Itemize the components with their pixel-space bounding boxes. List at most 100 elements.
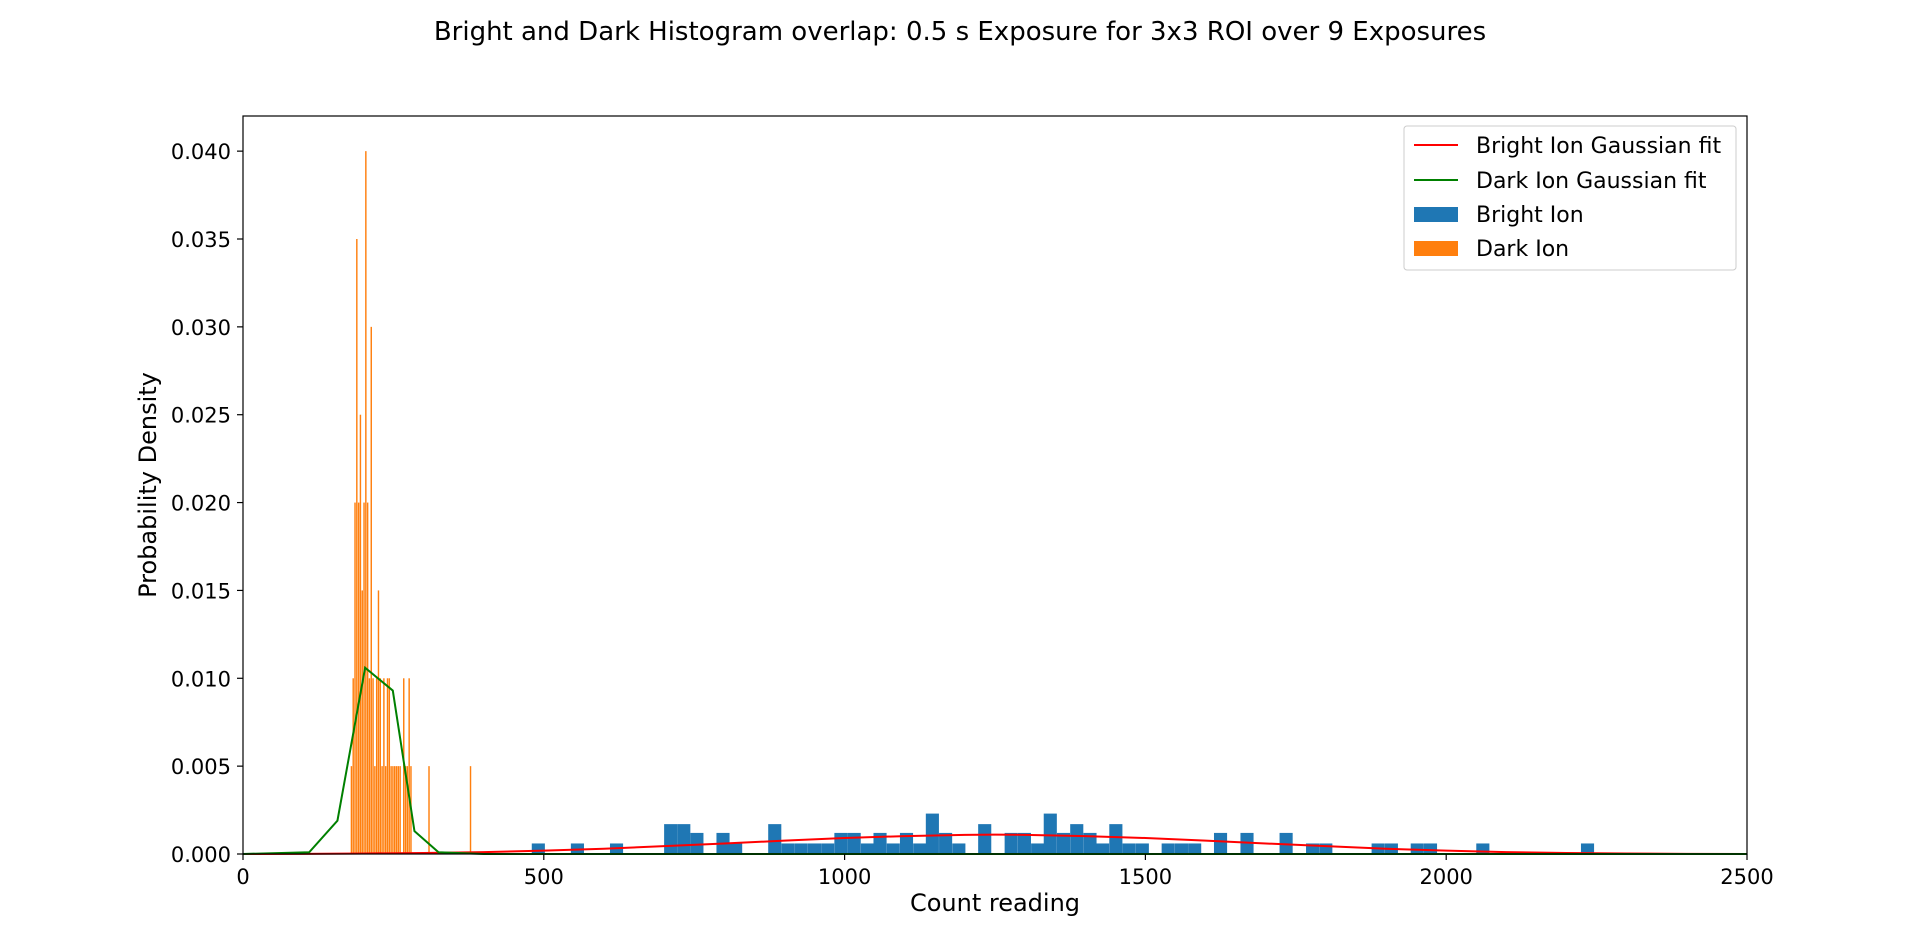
dark-ion-bar-27 [399,766,401,854]
dark-ion-histogram [350,151,472,854]
y-tick-label: 0.005 [171,755,231,779]
bright-ion-bar-48 [1580,843,1595,854]
bright-ion-bar-24 [1004,832,1018,854]
legend: Bright Ion Gaussian fit Dark Ion Gaussia… [1403,125,1737,271]
bright-ion-bar-20 [925,813,939,854]
bright-ion-bar-16 [873,832,887,854]
bright-ion-bar-33 [1122,843,1136,854]
dark-ion-bar-24 [394,766,396,854]
bright-ion-bar-7 [729,843,743,854]
bright-ion-bar-4 [677,824,691,854]
dark-ion-bar-8 [365,151,367,854]
bright-ion-bar-21 [939,832,953,854]
dark-ion-bar-18 [383,678,385,854]
dark-ion-bar-13 [374,766,376,854]
y-tick-label: 0.040 [171,140,231,164]
y-tick-label: 0.000 [171,843,231,867]
x-axis: 0 500 1000 1500 2000 2500 [236,854,1774,889]
bright-ion-bar-37 [1188,843,1202,854]
dark-ion-bar-14 [375,678,378,854]
dark-ion-bar-31 [408,678,410,854]
dark-ion-bar-29 [404,766,407,854]
bright-ion-bar-14 [847,832,861,854]
legend-box [1403,125,1737,271]
bright-ion-bar-26 [1031,843,1045,854]
bright-ion-bar-38 [1213,832,1228,854]
bright-ion-bar-31 [1096,843,1110,854]
dark-ion-bar-34 [469,766,472,854]
bright-ion-bar-45 [1410,843,1424,854]
bright-ion-bar-41 [1306,843,1320,854]
bright-ion-bar-15 [860,843,874,854]
y-tick-label: 0.020 [171,492,231,516]
legend-label-dark-fit: Dark Ion Gaussian fit [1476,169,1707,194]
bright-ion-bar-32 [1109,824,1123,854]
dark-ion-bar-23 [392,766,394,854]
dark-ion-bar-12 [372,678,374,854]
x-tick-label: 2000 [1419,865,1472,889]
bright-ion-bar-5 [690,832,704,854]
x-tick-label: 0 [236,865,249,889]
bright-ion-bar-46 [1423,843,1438,854]
bright-ion-bar-47 [1476,843,1490,854]
bright-ion-bar-12 [821,843,835,854]
y-tick-label: 0.025 [171,404,231,428]
y-axis: 0.000 0.005 0.010 0.015 0.020 0.025 0.030 0.035… [171,140,243,867]
y-axis-label: Probability Density [134,372,162,598]
dark-ion-bar-9 [366,502,369,854]
plot-frame [242,115,1748,855]
legend-swatch-dark-ion [1414,241,1458,256]
bright-ion-bar-17 [886,843,900,854]
x-axis-label: Count reading [910,889,1080,917]
dark-ion-bar-15 [377,590,380,854]
dark-ion-bar-2 [354,502,356,854]
dark-ion-bar-16 [379,678,381,854]
bright-ion-bar-0 [531,843,545,854]
bright-ion-bar-42 [1319,843,1333,854]
bright-ion-bar-22 [952,843,966,854]
dark-ion-bar-25 [395,766,398,854]
bright-ion-bar-18 [899,832,914,854]
legend-label-bright-ion: Bright Ion [1476,203,1584,228]
bright-ion-bar-35 [1161,843,1175,854]
dark-ion-bar-10 [368,678,371,854]
legend-label-bright-fit: Bright Ion Gaussian fit [1476,134,1721,159]
dark-ion-bar-17 [381,766,383,854]
bright-ion-bar-30 [1083,832,1097,854]
y-tick-label: 0.030 [171,316,231,340]
chart-title: Bright and Dark Histogram overlap: 0.5 s… [434,17,1486,47]
x-tick-label: 1000 [818,865,871,889]
legend-label-dark-ion: Dark Ion [1476,237,1569,262]
bright-ion-bar-10 [794,843,808,854]
dark-ion-bar-5 [359,414,362,854]
dark-ion-bar-20 [386,678,389,854]
bright-ion-bar-8 [768,824,782,854]
y-tick-label: 0.035 [171,228,231,252]
legend-swatch-bright-ion [1414,207,1458,222]
bright-ion-bar-34 [1135,843,1149,854]
x-tick-label: 500 [524,865,564,889]
bright-ion-bar-13 [834,832,848,854]
dark-ion-bar-26 [397,766,400,854]
dark-ion-bar-21 [388,678,391,854]
bright-ion-bar-3 [664,824,678,854]
bright-ion-bar-36 [1174,843,1188,854]
dark-ion-bar-22 [390,766,392,854]
x-tick-label: 1500 [1119,865,1172,889]
dark-ion-bar-11 [370,326,372,854]
dark-ion-bar-0 [350,766,353,854]
bright-ion-bar-29 [1070,824,1084,854]
bright-ion-bar-27 [1043,813,1057,854]
bright-ion-bar-11 [807,843,822,854]
bright-ion-bar-25 [1017,832,1031,854]
plot-area [242,151,1748,855]
dark-ion-bar-1 [352,678,354,854]
dark-ion-bar-3 [356,239,358,854]
bright-ion-bar-9 [781,843,795,854]
bright-ion-bar-19 [913,843,927,854]
dark-ion-bar-19 [384,766,387,854]
dark-ion-bar-4 [357,502,360,854]
y-tick-label: 0.010 [171,667,231,691]
dark-ion-bar-6 [361,590,363,854]
